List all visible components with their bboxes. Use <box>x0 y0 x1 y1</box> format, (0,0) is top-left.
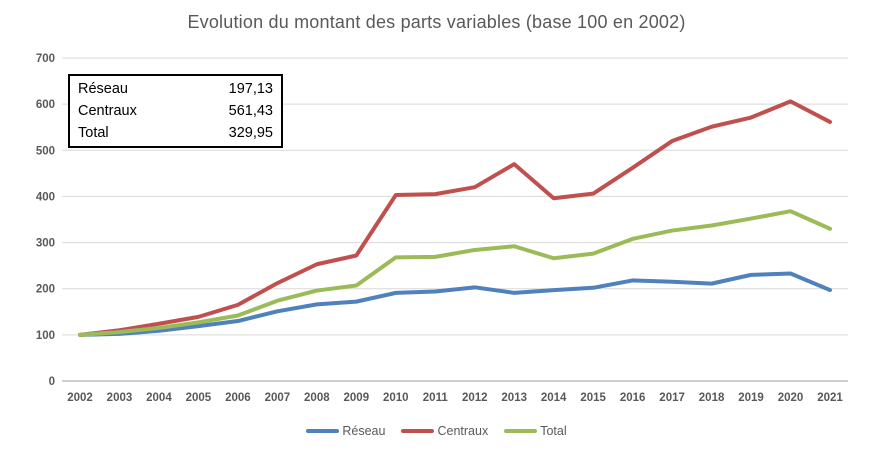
legend-label-reseau: Réseau <box>342 424 386 438</box>
x-axis-tick-label: 2009 <box>344 392 370 404</box>
legend-marker-centraux-icon <box>401 429 435 433</box>
x-axis-tick-label: 2010 <box>383 392 409 404</box>
summary-value: 561,43 <box>228 103 273 119</box>
legend-label-centraux: Centraux <box>437 424 489 438</box>
series-line-reseau <box>78 271 832 337</box>
x-axis-tick-label: 2011 <box>423 392 449 404</box>
x-axis-tick-label: 2020 <box>778 392 804 404</box>
legend-label-total: Total <box>540 424 567 438</box>
summary-row-total: Total 329,95 <box>78 122 273 144</box>
y-axis-tick-label: 700 <box>36 53 55 65</box>
series-line-centraux <box>78 99 832 337</box>
y-axis-tick-label: 300 <box>36 238 55 250</box>
x-axis-tick-label: 2008 <box>304 392 330 404</box>
x-axis-tick-label: 2007 <box>265 392 291 404</box>
y-axis-tick-label: 500 <box>36 145 55 157</box>
x-axis-tick-label: 2004 <box>146 392 172 404</box>
x-axis-tick-label: 2002 <box>67 392 93 404</box>
legend-item-centraux[interactable]: Centraux <box>401 424 488 438</box>
summary-label: Réseau <box>78 81 128 97</box>
legend-marker-reseau-icon <box>306 429 340 433</box>
summary-box: Réseau 197,13 Centraux 561,43 Total 329,… <box>68 74 283 148</box>
x-axis-tick-label: 2017 <box>659 392 685 404</box>
x-axis-tick-label: 2014 <box>541 392 567 404</box>
line-chart-plot: 0 100 200 300 400 500 600 700 2002 2003 2004 2005 20… <box>36 53 848 404</box>
summary-label: Total <box>78 125 109 141</box>
summary-value: 197,13 <box>228 81 273 97</box>
summary-row-centraux: Centraux 561,43 <box>78 100 273 122</box>
x-axis-tick-label: 2018 <box>699 392 725 404</box>
y-axis-tick-label: 200 <box>36 284 55 296</box>
y-axis-tick-label: 600 <box>36 99 55 111</box>
x-axis-tick-label: 2006 <box>225 392 251 404</box>
x-axis-tick-label: 2019 <box>738 392 764 404</box>
x-axis-tick-label: 2003 <box>107 392 133 404</box>
y-axis-tick-label: 400 <box>36 191 55 203</box>
x-axis-tick-label: 2015 <box>580 392 606 404</box>
x-axis-tick-label: 2013 <box>501 392 527 404</box>
x-axis-tick-label: 2016 <box>620 392 646 404</box>
legend-marker-total-icon <box>504 429 538 433</box>
x-axis-tick-label: 2012 <box>462 392 488 404</box>
legend-item-total[interactable]: Total <box>504 424 567 438</box>
summary-label: Centraux <box>78 103 137 119</box>
y-axis-tick-label: 100 <box>36 330 55 342</box>
series-line-total <box>78 209 832 337</box>
summary-value: 329,95 <box>228 125 273 141</box>
y-axis-tick-label: 0 <box>49 376 55 388</box>
summary-row-reseau: Réseau 197,13 <box>78 78 273 100</box>
x-axis-tick-label: 2021 <box>817 392 843 404</box>
chart-title: Evolution du montant des parts variables… <box>187 12 686 32</box>
x-axis-tick-label: 2005 <box>186 392 212 404</box>
legend-item-reseau[interactable]: Réseau <box>306 424 385 438</box>
chart-legend: Réseau Centraux Total <box>0 424 873 438</box>
